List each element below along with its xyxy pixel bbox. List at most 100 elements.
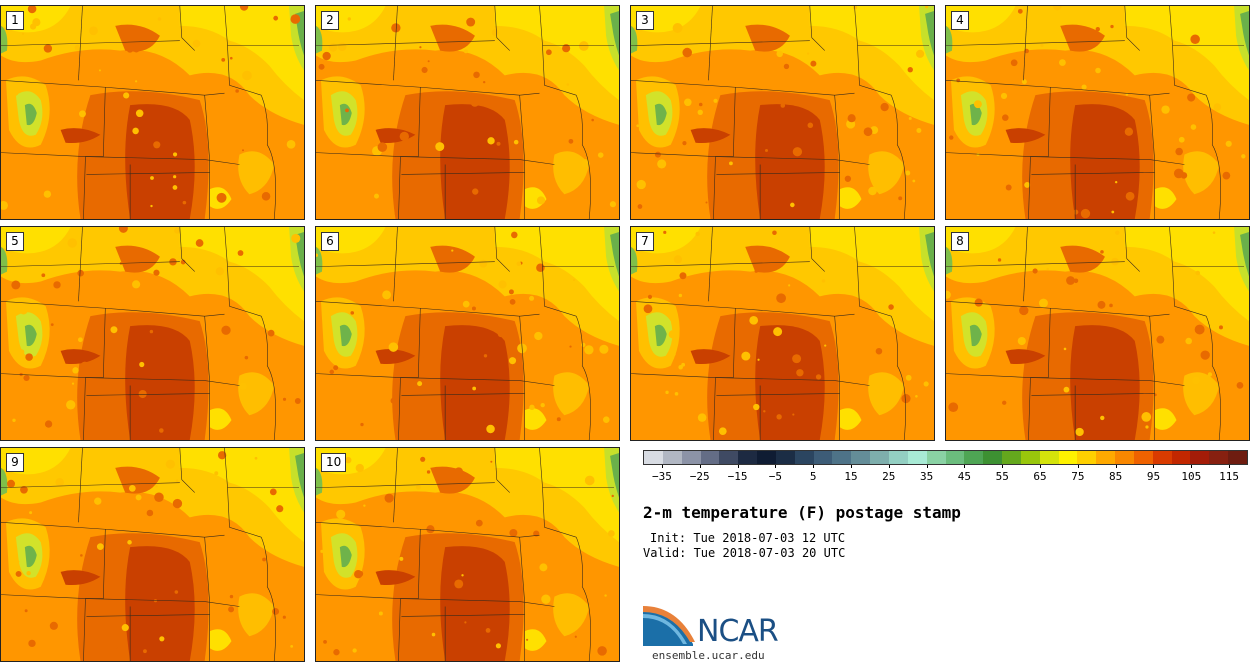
- colorbar-tick-mark: [699, 465, 701, 468]
- temperature-map: [316, 6, 619, 219]
- colorbar-swatch: [738, 451, 758, 464]
- ncar-logo-icon: [643, 606, 695, 646]
- init-time: Init: Tue 2018-07-03 12 UTC: [650, 531, 846, 545]
- colorbar-tick-label: 45: [957, 470, 972, 483]
- colorbar-tick-label: 85: [1109, 470, 1123, 483]
- colorbar-tick-label: 65: [1033, 470, 1047, 483]
- ncar-logo-text: NCAR: [697, 614, 779, 649]
- colorbar-swatch: [945, 451, 965, 464]
- colorbar-tick-mark: [661, 465, 663, 468]
- ensemble-member-panel: 10: [315, 447, 620, 662]
- colorbar-tick-mark: [850, 465, 852, 468]
- member-number-label: 7: [636, 232, 654, 251]
- colorbar-swatch: [1171, 451, 1191, 464]
- colorbar-swatch: [1190, 451, 1210, 464]
- colorbar-swatch: [1133, 451, 1153, 464]
- temperature-map: [1, 6, 304, 219]
- colorbar-swatch: [1058, 451, 1078, 464]
- colorbar-tick-mark: [888, 465, 890, 468]
- colorbar-tick-label: −25: [689, 470, 710, 483]
- colorbar-swatch: [1209, 451, 1229, 464]
- colorbar-swatch: [1020, 451, 1040, 464]
- plot-title: 2-m temperature (F) postage stamp: [643, 503, 961, 522]
- ensemble-member-panel: 6: [315, 226, 620, 441]
- colorbar-tick-label: 25: [882, 470, 896, 483]
- temperature-map: [946, 6, 1249, 219]
- colorbar-swatch: [700, 451, 720, 464]
- colorbar-swatch: [794, 451, 814, 464]
- ensemble-member-panel: 4: [945, 5, 1250, 220]
- colorbar-tick-mark: [1040, 465, 1042, 468]
- member-number-label: 8: [951, 232, 969, 251]
- colorbar-tick-label: −5: [768, 470, 782, 483]
- colorbar-swatch: [964, 451, 984, 464]
- colorbar-tick-label: 15: [844, 470, 858, 483]
- member-number-label: 9: [6, 453, 24, 472]
- colorbar-tick-label: 35: [919, 470, 934, 483]
- colorbar-swatch: [644, 451, 663, 464]
- colorbar-swatch: [832, 451, 852, 464]
- colorbar-swatch: [1096, 451, 1116, 464]
- colorbar-tick-label: −15: [727, 470, 748, 483]
- colorbar-tick-mark: [1153, 465, 1155, 468]
- colorbar-tick-label: −35: [651, 470, 672, 483]
- colorbar-tick-mark: [1077, 465, 1079, 468]
- colorbar-swatch: [1002, 451, 1021, 464]
- member-number-label: 4: [951, 11, 969, 30]
- colorbar-tick-mark: [1229, 465, 1231, 468]
- colorbar-tick-mark: [813, 465, 815, 468]
- colorbar-swatch: [926, 451, 946, 464]
- site-url: ensemble.ucar.edu: [652, 649, 765, 662]
- colorbar-tick-mark: [1115, 465, 1117, 468]
- member-number-label: 2: [321, 11, 339, 30]
- colorbar-tick-mark: [926, 465, 928, 468]
- ensemble-member-panel: 9: [0, 447, 305, 662]
- temperature-map: [631, 227, 934, 440]
- temperature-map: [316, 227, 619, 440]
- colorbar-swatch: [870, 451, 889, 464]
- colorbar-swatch: [1152, 451, 1172, 464]
- colorbar-swatch: [681, 451, 701, 464]
- temperature-colorbar: [643, 450, 1248, 465]
- member-number-label: 10: [321, 453, 347, 472]
- colorbar-tick-mark: [1191, 465, 1193, 468]
- temperature-map: [631, 6, 934, 219]
- colorbar-tick-label: 115: [1219, 470, 1240, 483]
- ensemble-member-panel: 8: [945, 226, 1250, 441]
- colorbar-tick-mark: [775, 465, 777, 468]
- temperature-map: [946, 227, 1249, 440]
- temperature-map: [1, 227, 304, 440]
- colorbar-swatch: [662, 451, 682, 464]
- valid-time: Valid: Tue 2018-07-03 20 UTC: [643, 546, 846, 560]
- ensemble-member-panel: 1: [0, 5, 305, 220]
- temperature-map: [1, 448, 304, 661]
- ensemble-member-panel: 7: [630, 226, 935, 441]
- colorbar-tick-label: 95: [1146, 470, 1161, 483]
- colorbar-swatch: [907, 451, 927, 464]
- member-number-label: 6: [321, 232, 339, 251]
- colorbar-swatch: [983, 451, 1003, 464]
- colorbar-tick-mark: [737, 465, 739, 468]
- colorbar-tick-label: 105: [1181, 470, 1202, 483]
- colorbar-swatch: [888, 451, 908, 464]
- colorbar-tick-mark: [1002, 465, 1004, 468]
- colorbar-tick-mark: [964, 465, 966, 468]
- colorbar-swatch: [1115, 451, 1134, 464]
- temperature-map: [316, 448, 619, 661]
- colorbar-tick-label: 75: [1071, 470, 1085, 483]
- colorbar-tick-labels: −35 −25 −15 −5 5 15 25 35 45 55 65 75 85 95 105 115: [643, 465, 1248, 485]
- ensemble-member-panel: 3: [630, 5, 935, 220]
- ensemble-member-panel: 2: [315, 5, 620, 220]
- colorbar-swatch: [775, 451, 795, 464]
- colorbar-tick-label: 5: [809, 470, 817, 483]
- colorbar-swatch: [1077, 451, 1097, 464]
- member-number-label: 5: [6, 232, 24, 251]
- ensemble-member-panel: 5: [0, 226, 305, 441]
- member-number-label: 1: [6, 11, 24, 30]
- colorbar-swatch: [1039, 451, 1059, 464]
- colorbar-swatch: [851, 451, 871, 464]
- colorbar-swatch: [757, 451, 776, 464]
- colorbar-tick-label: 55: [995, 470, 1009, 483]
- colorbar-swatch: [1228, 451, 1247, 464]
- colorbar-swatch: [719, 451, 739, 464]
